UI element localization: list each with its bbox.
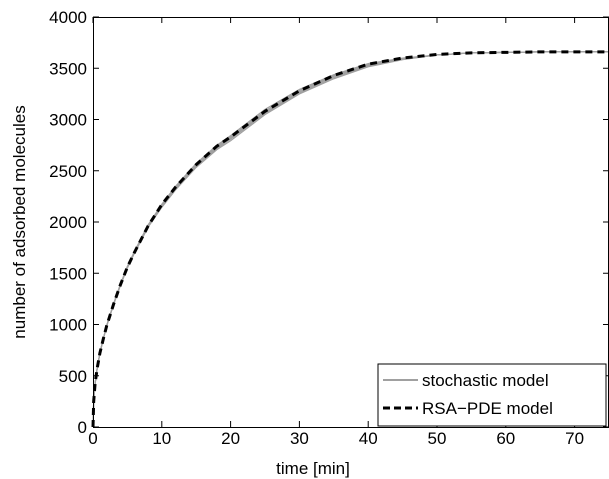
legend-box [377,363,607,427]
legend: stochastic model RSA−PDE model [377,363,607,427]
y-axis-label: number of adsorbed molecules [10,105,29,338]
x-tick-label: 20 [221,429,240,448]
y-tick-label: 500 [59,367,87,386]
x-axis-label: time [min] [276,459,350,478]
x-tick-label: 0 [88,429,97,448]
y-tick-label: 3500 [49,59,87,78]
y-tick-label: 1500 [49,264,87,283]
plot-area [93,17,609,427]
x-tick-label: 10 [152,429,171,448]
ticks-layer: 0 500 1000 1500 2000 2500 3000 3500 4000 0 10 20 30 4… [49,8,609,448]
y-tick-label: 2500 [49,162,87,181]
series-rsa-pde-line [91,50,609,428]
legend-label-stochastic: stochastic model [422,371,549,390]
legend-label-rsa-pde: RSA−PDE model [422,399,553,418]
x-tick-label: 40 [359,429,378,448]
y-tick-label: 2000 [49,213,87,232]
y-tick-label: 0 [78,418,87,437]
x-tick-label: 50 [428,429,447,448]
y-tick-label: 4000 [49,8,87,27]
x-tick-label: 60 [496,429,515,448]
series-layer [91,50,609,428]
y-tick-label: 3000 [49,111,87,130]
y-tick-label: 1000 [49,316,87,335]
x-tick-label: 30 [290,429,309,448]
x-tick-label: 70 [565,429,584,448]
